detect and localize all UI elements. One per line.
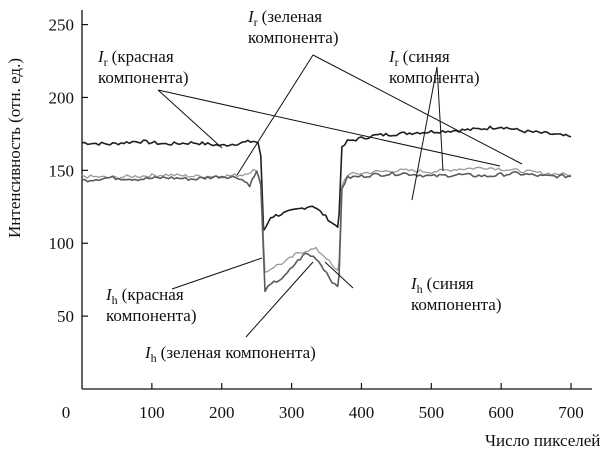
annotation-sub: h xyxy=(112,293,118,307)
y-tick-label: 150 xyxy=(49,161,75,180)
annotation-text: (красная xyxy=(122,285,184,304)
annotation-text: (зеленая xyxy=(262,7,323,26)
leader-line-7 xyxy=(171,257,263,290)
leader-line-3 xyxy=(236,54,314,176)
annotation-sub: h xyxy=(417,282,423,296)
annotation-line: компонента) xyxy=(98,68,189,87)
annotation-text: (красная xyxy=(112,47,174,66)
leader-line-1 xyxy=(157,89,223,149)
annotation-var: I xyxy=(410,274,418,293)
series-layer xyxy=(81,125,572,293)
series-line-3 xyxy=(81,170,572,293)
leader-line-2 xyxy=(157,89,501,167)
y-tick-label: 250 xyxy=(49,16,75,35)
annotation-sub: r xyxy=(104,55,108,69)
annotation-line: Ih (синяя xyxy=(410,274,474,296)
x-tick-label: 300 xyxy=(279,403,305,422)
x-tick-label: 500 xyxy=(419,403,445,422)
annotation-line: компонента) xyxy=(411,295,502,314)
annotation-var: I xyxy=(144,343,152,362)
annotation-line: Ih (красная xyxy=(105,285,184,307)
annotation-text: (синяя xyxy=(403,47,450,66)
annotation-label-3: Ir (синяя компонента) xyxy=(388,47,480,87)
leader-lines xyxy=(157,54,523,338)
y-axis-title: Интенсивность (отн. ед.) xyxy=(5,58,24,238)
annotation-line: Ir (красная xyxy=(97,47,174,69)
annotation-sub: r xyxy=(395,55,399,69)
annotation-var: I xyxy=(105,285,113,304)
x-axis-title: Число пикселей xyxy=(485,431,600,450)
leader-line-6 xyxy=(411,66,438,201)
leader-line-8 xyxy=(324,261,354,289)
annotation-label-2: Ir (зеленая компонента) xyxy=(247,7,339,47)
annotation-label-1: Ir (красная компонента) xyxy=(97,47,189,87)
annotation-line: Ir (зеленая xyxy=(247,7,322,29)
series-line-2 xyxy=(81,166,572,273)
annotation-line: компонента) xyxy=(106,306,197,325)
annotation-line: Ir (синяя xyxy=(388,47,450,69)
annotation-text: (синяя xyxy=(427,274,474,293)
annotation-var: I xyxy=(388,47,396,66)
annotation-text: (зеленая компонента) xyxy=(161,343,316,362)
annotation-sub: r xyxy=(254,15,258,29)
leader-line-4 xyxy=(312,54,523,165)
x-tick-label: 600 xyxy=(488,403,514,422)
x-tick-label: 0 xyxy=(62,403,71,422)
leader-line-9 xyxy=(245,261,314,338)
annotation-line: Ih (зеленая компонента) xyxy=(144,343,316,365)
leader-line-5 xyxy=(436,66,444,172)
series-line-1 xyxy=(81,125,572,232)
annotation-label-4: Ih (красная компонента) xyxy=(105,285,197,325)
annotation-line: компонента) xyxy=(389,68,480,87)
axes: 50 100 150 200 250 0 100 200 300 400 500 600 700 Числ… xyxy=(5,10,600,450)
annotation-labels: Ir (красная компонента) Ir (зеленая компонент… xyxy=(97,7,502,365)
x-tick-label: 700 xyxy=(558,403,584,422)
y-tick-label: 200 xyxy=(49,88,75,107)
annotation-var: I xyxy=(247,7,255,26)
x-tick-label: 400 xyxy=(349,403,375,422)
y-tick-label: 50 xyxy=(57,307,74,326)
annotation-label-6: Ih (зеленая компонента) xyxy=(144,343,316,365)
annotation-sub: h xyxy=(151,351,157,365)
y-tick-label: 100 xyxy=(49,234,75,253)
annotation-label-5: Ih (синяя компонента) xyxy=(410,274,502,314)
x-tick-label: 200 xyxy=(209,403,235,422)
x-tick-label: 100 xyxy=(139,403,165,422)
annotation-var: I xyxy=(97,47,105,66)
annotation-line: компонента) xyxy=(248,28,339,47)
